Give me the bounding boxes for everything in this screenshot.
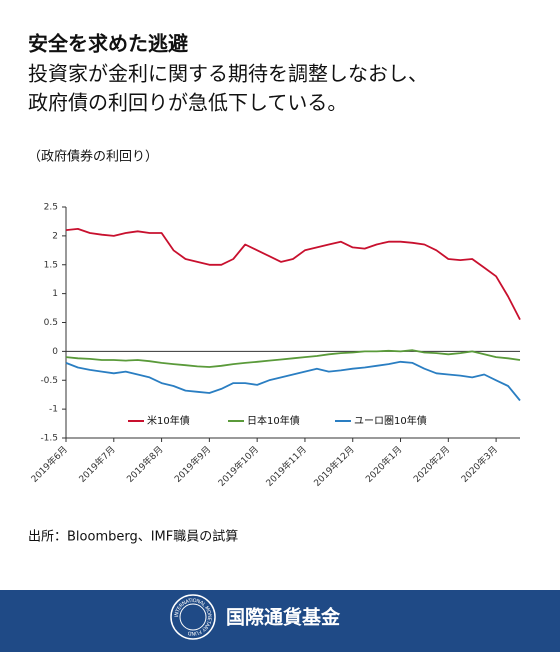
y-tick-label: -0.5 bbox=[40, 376, 58, 386]
subtitle-line: 投資家が金利に関する期待を調整しなおし、 bbox=[28, 62, 428, 86]
y-tick-label: 1 bbox=[52, 289, 58, 299]
y-tick-label: 2.5 bbox=[44, 203, 58, 213]
legend-label: 米10年債 bbox=[147, 414, 190, 427]
y-tick-label: 0 bbox=[52, 347, 58, 357]
series-line bbox=[65, 360, 521, 402]
series-line bbox=[65, 228, 521, 321]
y-axis-label: （政府債券の利回り） bbox=[28, 149, 158, 165]
legend-label: 日本10年債 bbox=[247, 414, 300, 427]
logo-seal-inner bbox=[179, 603, 207, 631]
title: 安全を求めた逃避 bbox=[28, 32, 188, 56]
y-tick-label: -1.5 bbox=[40, 434, 58, 444]
footer-band bbox=[0, 590, 560, 652]
legend-label: ユーロ圏10年債 bbox=[354, 414, 427, 427]
y-tick-label: 0.5 bbox=[44, 318, 58, 328]
series-line bbox=[65, 349, 521, 368]
logo-seal bbox=[170, 594, 216, 640]
footer-org: 国際通貨基金 bbox=[226, 606, 341, 629]
subtitle-line: 政府債の利回りが急低下している。 bbox=[28, 91, 347, 115]
source: 出所：Bloomberg、IMF職員の試算 bbox=[28, 529, 238, 545]
y-tick-label: 1.5 bbox=[44, 260, 58, 270]
y-tick-label: 2 bbox=[52, 231, 58, 241]
y-tick-label: -1 bbox=[49, 405, 58, 415]
